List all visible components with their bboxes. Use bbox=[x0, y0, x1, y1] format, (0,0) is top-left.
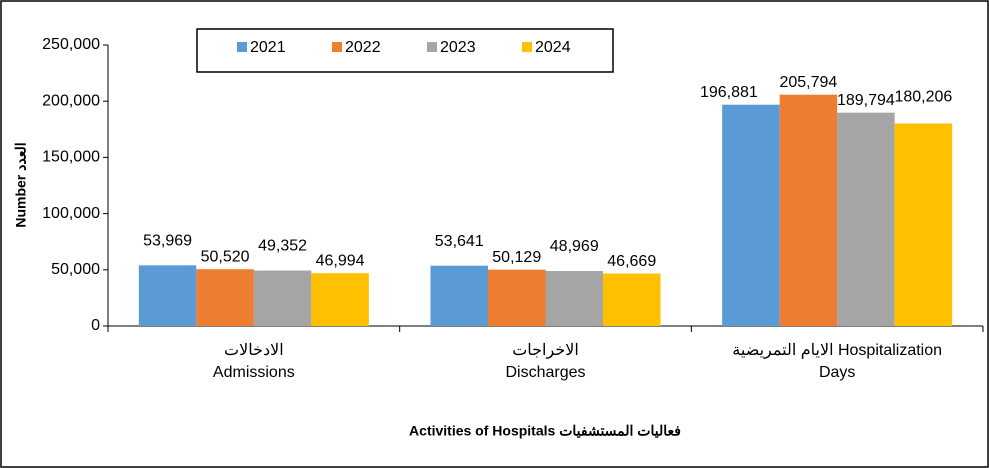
x-tick-label: الادخالات Admissions bbox=[213, 342, 295, 381]
legend-label: 2023 bbox=[440, 39, 476, 56]
bar bbox=[722, 104, 780, 327]
y-tick-label: 250,000 bbox=[42, 36, 100, 53]
x-tick-label: الاخراجات Discharges bbox=[505, 342, 585, 381]
data-label: 50,129 bbox=[492, 249, 541, 266]
y-tick-label: 50,000 bbox=[51, 261, 100, 278]
x-axis-title: Activities of Hospitals فعاليات المستشفي… bbox=[409, 423, 681, 439]
bar bbox=[779, 94, 838, 326]
y-tick-label: 0 bbox=[91, 317, 100, 334]
y-axis-title: Number العدد bbox=[13, 142, 29, 227]
bar bbox=[603, 273, 661, 326]
legend-swatch bbox=[427, 42, 437, 52]
legend-box bbox=[196, 28, 614, 73]
legend-swatch bbox=[237, 42, 247, 52]
y-tick-label: 150,000 bbox=[42, 149, 100, 166]
data-label: 46,669 bbox=[607, 253, 656, 270]
bar bbox=[894, 123, 953, 326]
legend-label: 2022 bbox=[345, 39, 381, 56]
data-label: 205,794 bbox=[779, 74, 837, 91]
data-label: 189,794 bbox=[837, 92, 895, 109]
y-tick-label: 200,000 bbox=[42, 92, 100, 109]
y-tick-label: 100,000 bbox=[42, 205, 100, 222]
data-label: 46,994 bbox=[316, 252, 365, 269]
bar bbox=[138, 265, 197, 326]
legend-label: 2024 bbox=[535, 39, 571, 56]
data-label: 49,352 bbox=[258, 238, 307, 255]
bar bbox=[837, 112, 895, 327]
data-label: 50,520 bbox=[201, 248, 250, 265]
legend-label: 2021 bbox=[250, 39, 286, 56]
bar bbox=[430, 265, 488, 326]
legend-swatch bbox=[332, 42, 342, 52]
x-tick-label: الايام التمريضية Hospitalization Days bbox=[732, 342, 942, 381]
data-label: 48,969 bbox=[550, 238, 599, 255]
bar bbox=[253, 270, 312, 326]
bar bbox=[311, 273, 369, 326]
data-label: 196,881 bbox=[700, 84, 758, 101]
legend-swatch bbox=[522, 42, 532, 52]
data-label: 53,969 bbox=[143, 233, 192, 250]
data-label: 53,641 bbox=[435, 233, 484, 250]
bar bbox=[196, 269, 254, 326]
bar bbox=[545, 270, 603, 326]
bar bbox=[488, 269, 546, 326]
data-label: 180,206 bbox=[894, 89, 952, 106]
